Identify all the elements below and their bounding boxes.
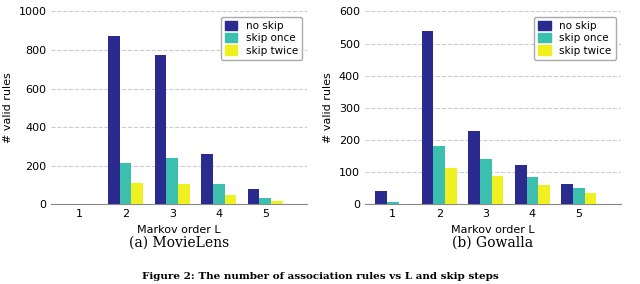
Bar xyxy=(468,131,480,204)
Bar xyxy=(387,202,399,204)
Bar xyxy=(271,201,283,204)
Bar xyxy=(213,184,225,204)
Bar xyxy=(166,158,178,204)
Bar xyxy=(573,188,585,204)
X-axis label: Markov order L: Markov order L xyxy=(451,225,534,235)
Bar xyxy=(248,189,259,204)
Y-axis label: # valid rules: # valid rules xyxy=(323,72,333,143)
Legend: no skip, skip once, skip twice: no skip, skip once, skip twice xyxy=(534,16,616,60)
Legend: no skip, skip once, skip twice: no skip, skip once, skip twice xyxy=(221,16,302,60)
Bar xyxy=(561,183,573,204)
Bar xyxy=(131,183,143,204)
Bar xyxy=(538,185,550,204)
Bar xyxy=(492,176,503,204)
Text: (b) Gowalla: (b) Gowalla xyxy=(452,236,533,250)
X-axis label: Markov order L: Markov order L xyxy=(138,225,221,235)
Bar xyxy=(375,191,387,204)
Text: (a) MovieLens: (a) MovieLens xyxy=(129,236,229,250)
Bar xyxy=(585,193,596,204)
Bar xyxy=(225,195,236,204)
Bar xyxy=(120,163,131,204)
Y-axis label: # valid rules: # valid rules xyxy=(3,72,13,143)
Bar xyxy=(445,168,457,204)
Bar xyxy=(155,55,166,204)
Bar xyxy=(422,31,433,204)
Bar xyxy=(527,177,538,204)
Bar xyxy=(515,165,527,204)
Bar xyxy=(178,184,189,204)
Bar xyxy=(433,146,445,204)
Text: Figure 2: The number of association rules vs L and skip steps: Figure 2: The number of association rule… xyxy=(141,272,499,281)
Bar xyxy=(108,36,120,204)
Bar xyxy=(202,154,213,204)
Bar xyxy=(259,198,271,204)
Bar xyxy=(480,159,492,204)
